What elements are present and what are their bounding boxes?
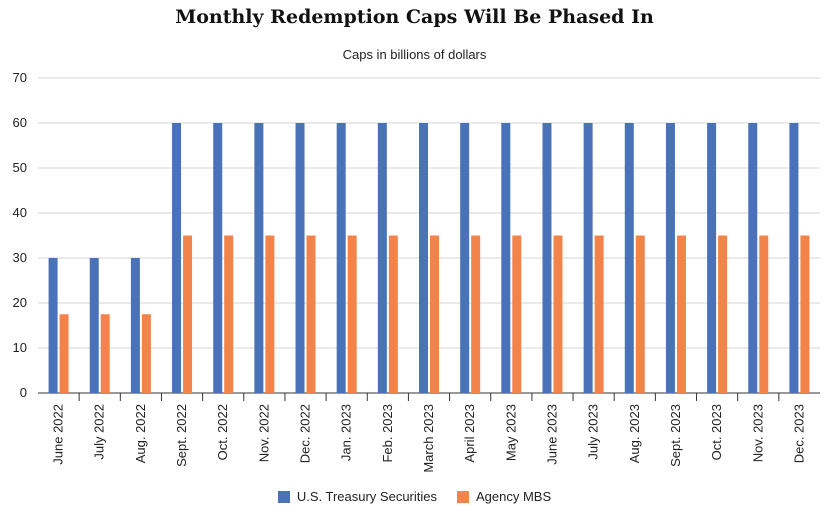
legend-swatch-mbs [457,490,469,503]
legend-item-mbs: Agency MBS [457,489,551,504]
bar-mbs [183,235,193,393]
x-tick-label: March 2023 [421,404,436,473]
bar-mbs [265,235,275,393]
x-tick-label: Aug. 2023 [627,404,642,463]
bar-mbs [759,235,769,393]
bar-mbs [347,235,357,393]
bar-treasury [130,258,140,393]
x-tick-label: Dec. 2022 [298,404,313,463]
bar-treasury [542,123,552,393]
bar-mbs [141,314,151,393]
chart-legend: U.S. Treasury Securities Agency MBS [0,489,829,504]
chart-title: Monthly Redemption Caps Will Be Phased I… [175,6,654,28]
x-tick-label: Nov. 2023 [750,404,765,462]
bar-treasury [707,123,717,393]
bar-mbs [553,235,563,393]
bar-treasury [460,123,470,393]
bar-treasury [624,123,634,393]
bar-treasury [583,123,593,393]
y-tick-label: 70 [13,70,27,85]
bar-mbs [635,235,645,393]
x-tick-label: Aug. 2022 [133,404,148,463]
bar-mbs [512,235,522,393]
x-tick-label: Feb. 2023 [380,404,395,463]
y-tick-label: 20 [13,295,27,310]
bar-mbs [59,314,69,393]
bar-treasury [419,123,428,393]
legend-item-treasury: U.S. Treasury Securities [277,489,437,504]
bar-treasury [254,123,264,393]
y-tick-label: 40 [13,205,27,220]
x-tick-label: July 2023 [586,404,601,460]
bar-treasury [295,123,305,393]
x-tick-label: Sept. 2023 [668,404,683,467]
x-tick-label: Dec. 2023 [791,404,806,463]
y-tick-label: 30 [13,250,27,265]
legend-label-mbs: Agency MBS [476,489,552,504]
y-tick-label: 0 [20,385,27,400]
bar-mbs [100,314,110,393]
bar-treasury [748,123,758,393]
x-tick-label: Oct. 2022 [215,404,230,460]
bar-mbs [224,235,234,393]
bar-treasury [336,123,346,393]
bar-mbs [471,235,481,393]
bar-treasury [213,123,223,393]
bar-mbs [306,235,316,393]
bar-treasury [48,258,58,393]
x-tick-label: Nov. 2022 [256,404,271,462]
legend-swatch-treasury [277,490,290,503]
x-tick-label: May 2023 [503,404,518,461]
x-tick-label: June 2022 [51,404,66,465]
x-tick-label: Jan. 2023 [339,404,354,461]
bar-mbs [718,235,728,393]
bar-treasury [377,123,387,393]
bar-treasury [501,123,511,393]
bar-mbs [676,235,686,393]
bar-treasury [89,258,99,393]
y-tick-label: 50 [13,160,27,175]
y-tick-label: 60 [13,115,27,130]
bar-mbs [388,235,398,393]
y-tick-label: 10 [13,340,27,355]
x-tick-label: April 2023 [462,404,477,463]
legend-label-treasury: U.S. Treasury Securities [296,489,437,504]
x-tick-label: July 2022 [92,404,107,460]
x-tick-label: Sept. 2022 [174,404,189,467]
chart-subtitle: Caps in billions of dollars [342,47,487,62]
x-tick-label: June 2023 [544,404,559,465]
bar-mbs [800,235,810,393]
bar-treasury [665,123,675,393]
bar-treasury [172,123,182,393]
x-tick-label: Oct. 2023 [709,404,724,460]
bar-mbs [594,235,604,393]
bar-treasury [789,123,799,393]
bar-mbs [430,235,439,393]
